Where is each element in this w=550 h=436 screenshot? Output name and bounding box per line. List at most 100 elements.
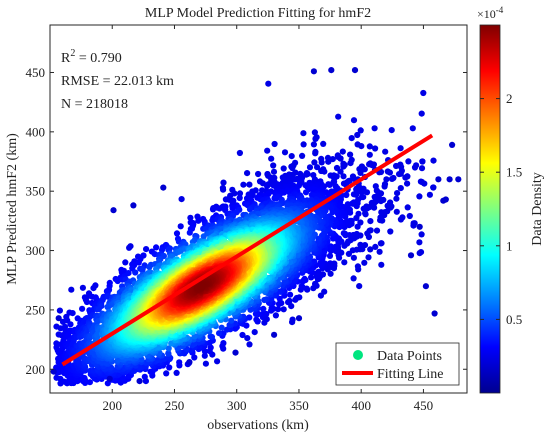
data-point (132, 269, 139, 276)
data-point (240, 181, 247, 188)
data-point (220, 186, 227, 193)
data-point (321, 288, 328, 295)
data-point (357, 127, 364, 134)
data-point (312, 150, 319, 157)
data-point (393, 162, 400, 170)
data-point (367, 246, 374, 253)
data-point (288, 153, 295, 160)
data-point (394, 190, 401, 197)
data-point (315, 235, 322, 242)
data-point (246, 206, 254, 213)
data-point (173, 230, 181, 237)
data-point (301, 275, 308, 282)
data-point (345, 238, 352, 245)
data-point (236, 190, 244, 197)
data-point (406, 212, 413, 220)
data-point (361, 166, 368, 173)
data-point (397, 145, 404, 152)
data-point (327, 260, 334, 267)
data-point (228, 317, 235, 324)
chart-title: MLP Model Prediction Fitting for hmF2 (145, 6, 371, 21)
data-point (299, 152, 306, 159)
data-point-cloud (53, 80, 437, 387)
data-point (122, 259, 129, 266)
data-point (325, 158, 332, 165)
data-point (201, 352, 208, 359)
data-point (341, 242, 348, 249)
data-point (384, 168, 391, 175)
data-point (396, 171, 403, 178)
data-point (329, 156, 336, 163)
data-point (378, 209, 385, 216)
data-point (402, 174, 409, 181)
data-point (56, 307, 64, 314)
data-point (327, 270, 334, 277)
data-point (187, 214, 194, 221)
data-point (358, 143, 365, 150)
data-point (300, 141, 307, 148)
data-point (224, 326, 231, 333)
data-point (289, 164, 296, 172)
data-point (273, 195, 280, 202)
data-point (371, 193, 378, 201)
data-point (348, 135, 355, 142)
data-point (268, 155, 275, 162)
data-point (411, 164, 419, 171)
data-point (372, 145, 379, 152)
data-point (430, 157, 437, 164)
data-point (146, 264, 153, 271)
data-point (381, 183, 388, 190)
data-point (418, 165, 426, 172)
data-point (275, 300, 283, 308)
data-point (272, 312, 279, 319)
data-point (247, 306, 254, 313)
data-point (360, 205, 367, 212)
data-point (236, 194, 243, 202)
data-point (366, 151, 373, 158)
data-point (314, 164, 321, 171)
data-point (86, 379, 93, 386)
data-point (340, 173, 347, 180)
data-point (310, 141, 317, 148)
data-point (361, 242, 369, 249)
data-point (405, 158, 412, 165)
data-point (418, 231, 425, 238)
data-point (104, 293, 111, 300)
data-point (281, 278, 288, 285)
data-point (306, 203, 314, 210)
data-point (300, 130, 307, 137)
data-point (264, 183, 271, 190)
data-point (218, 324, 225, 331)
data-point (289, 316, 296, 323)
data-point (178, 196, 185, 203)
data-point (261, 296, 268, 304)
data-point (373, 187, 380, 194)
data-point (377, 240, 384, 247)
data-point (388, 127, 395, 134)
data-point (260, 310, 267, 317)
data-point (366, 143, 373, 150)
data-point (177, 223, 184, 230)
data-point (382, 148, 389, 155)
data-point (270, 168, 278, 175)
data-point (166, 364, 173, 371)
data-point (356, 283, 363, 290)
data-point (154, 357, 161, 364)
data-point (326, 181, 333, 188)
data-point (340, 163, 347, 170)
data-point (216, 330, 223, 337)
data-point (418, 110, 425, 117)
data-point (350, 254, 357, 261)
data-point (357, 241, 364, 248)
data-point (253, 316, 260, 323)
data-point (252, 310, 259, 317)
data-point (236, 149, 243, 157)
data-point (347, 151, 354, 158)
data-point (244, 170, 251, 177)
data-point (350, 275, 357, 282)
data-point (246, 181, 253, 188)
data-point (311, 129, 318, 136)
data-point (384, 202, 391, 209)
data-point (312, 135, 319, 142)
